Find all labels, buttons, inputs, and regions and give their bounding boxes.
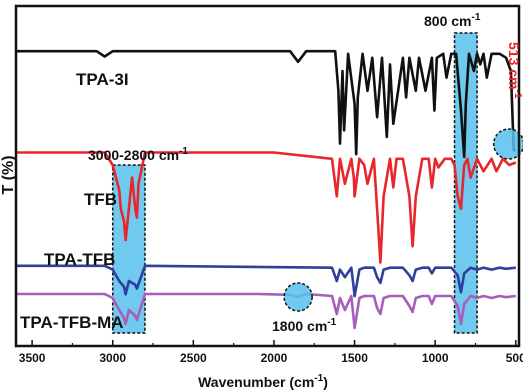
x-tick-label: 2500 (180, 351, 207, 365)
series-label-tpa-tfb-ma: TPA-TFB-MA (20, 313, 124, 332)
annotation-markers (283, 128, 523, 312)
plot-frame (14, 4, 521, 348)
series-line-tpa-tfb-ma (16, 292, 516, 330)
x-tick-label: 2000 (261, 351, 288, 365)
x-axis-label: Wavenumber (cm-1) (198, 373, 328, 390)
x-tick-label: 3500 (19, 351, 46, 365)
marker-circle-1 (492, 128, 523, 160)
series-label-tpa-tfb: TPA-TFB (44, 250, 115, 269)
series-label-tpa-3i: TPA-3I (76, 70, 129, 89)
series-line-tfb (16, 151, 517, 264)
label-513: 513 cm-1 (506, 42, 523, 99)
series-line-tpa-tfb (16, 264, 516, 298)
highlight-band-1 (111, 164, 146, 334)
label-3000-2800: 3000-2800 cm-1 (88, 146, 188, 163)
x-tick-label: 500 (506, 351, 523, 365)
y-axis-label: T (%) (0, 155, 17, 194)
label-800: 800 cm-1 (424, 12, 481, 29)
series-label-tfb: TFB (84, 190, 117, 209)
x-tick-label: 3000 (99, 351, 126, 365)
x-tick-label: 1000 (422, 351, 449, 365)
marker-circle-2 (283, 282, 313, 312)
x-axis-ticks: 3500 3000 2500 2000 1500 1000 500 (19, 340, 523, 365)
series-line-tpa-3i (16, 49, 516, 159)
spectra (16, 49, 517, 330)
label-1800: 1800 cm-1 (272, 317, 337, 334)
x-tick-label: 1500 (341, 351, 368, 365)
